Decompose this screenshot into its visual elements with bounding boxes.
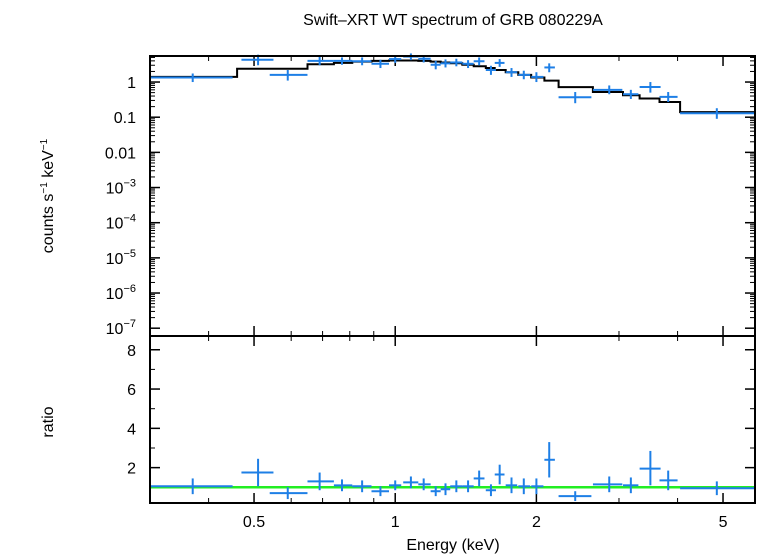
y-tick-label: 6 [127,382,136,399]
y-tick-exponent: −5 [123,248,136,260]
data-point [592,476,623,493]
data-point [430,60,441,70]
data-point [371,59,390,69]
data-point [518,70,531,80]
ratio-y-axis-label: ratio [40,406,57,437]
data-point [440,483,451,496]
ratio-data-points [150,442,755,502]
data-point [241,458,274,487]
y-tick-base: 10 [106,251,124,268]
chart-title: Swift–XRT WT spectrum of GRB 080229A [303,12,603,29]
data-point [505,68,518,77]
model-step-line [150,59,755,114]
y-label-exponent-2: −1 [39,138,50,150]
data-point [494,59,505,67]
data-point [680,481,755,496]
y-tick-base: 10 [106,286,124,303]
x-axis-label: Energy (keV) [406,537,499,554]
y-tick-label: 10−5 [106,248,136,268]
data-point [623,89,639,99]
ratio-panel: 2 4 6 8 ratio [40,335,756,504]
data-point [505,477,518,494]
data-point [450,58,463,67]
x-axis-tick-labels: 0.5 1 2 5 [243,514,728,531]
data-point [659,470,678,491]
data-point [403,476,419,489]
y-tick-base: 10 [106,216,124,233]
data-point [462,480,474,493]
y-label-exponent-1: −1 [39,182,50,194]
y-tick-label: 10−7 [106,318,136,338]
data-point [485,65,496,75]
y-tick-label: 10−4 [106,213,136,233]
y-tick-label: 8 [127,343,136,360]
data-point [558,92,592,104]
data-point [518,478,531,495]
data-point [418,478,431,491]
data-point [307,472,334,491]
data-point [544,442,555,478]
data-point [639,450,661,486]
y-tick-exponent: −6 [123,283,136,295]
data-point [462,60,474,69]
data-point [440,59,451,68]
y-label-kev: keV [40,150,57,182]
data-point [473,57,485,66]
y-label-counts: counts s [40,194,57,254]
data-point [371,486,390,497]
y-tick-label: 10−3 [106,178,136,198]
y-tick-exponent: −7 [123,318,136,330]
y-tick-label: 1 [127,75,136,92]
ratio-panel-frame [149,335,756,504]
data-point [531,478,544,495]
x-tick-label: 0.5 [243,514,265,531]
data-point [333,479,353,492]
data-point [592,85,623,95]
x-tick-label: 1 [391,514,400,531]
y-tick-base: 10 [106,321,124,338]
data-point [558,491,592,502]
data-point [680,108,755,119]
data-point [389,480,402,491]
y-tick-label: 10−6 [106,283,136,303]
y-tick-label: 0.1 [114,110,136,127]
data-point [430,486,441,497]
y-tick-base: 10 [106,181,124,198]
y-tick-exponent: −4 [123,213,136,225]
data-point [150,478,233,495]
data-point [333,57,353,65]
data-point [623,477,639,494]
x-tick-label: 5 [719,514,728,531]
data-point [352,480,372,493]
ratio-panel-ticks: 2 4 6 8 [127,336,755,503]
spectrum-y-axis-label: counts s−1 keV−1 [39,138,57,253]
data-point [269,487,308,500]
y-tick-label: 2 [127,461,136,478]
data-point [485,484,496,497]
data-point [150,73,233,83]
data-point [659,92,678,103]
data-point [544,63,555,73]
data-point [352,57,372,66]
x-tick-label: 2 [532,514,541,531]
model-curve [150,59,755,114]
data-point [307,56,334,66]
data-point [450,480,463,493]
data-point [494,464,505,485]
y-tick-exponent: −3 [123,178,136,190]
y-tick-label: 4 [127,421,136,438]
data-point [269,69,308,81]
y-tick-label: 0.01 [105,145,136,162]
data-point [639,82,661,93]
data-point [473,470,485,487]
data-point [531,72,544,83]
